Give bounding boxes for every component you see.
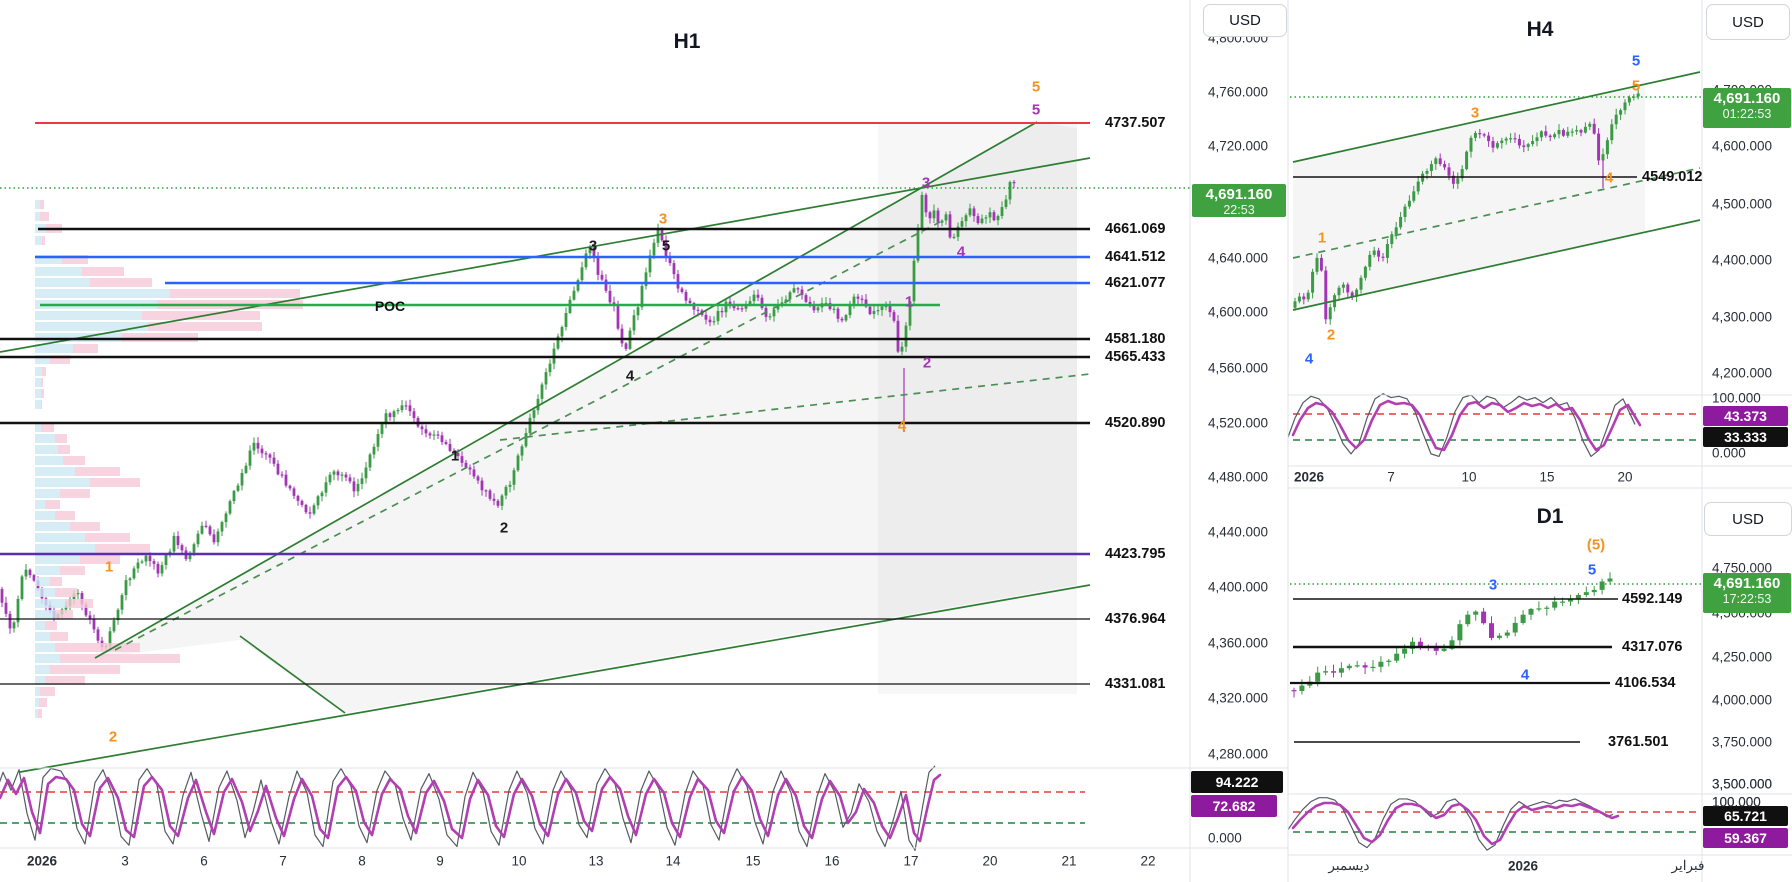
- h4-currency-button[interactable]: USD: [1706, 4, 1790, 40]
- h1-last-price-box: 4,691.160 22:53: [1192, 184, 1286, 217]
- d1-last-price: 4,691.160: [1713, 575, 1781, 592]
- d1-chart-title: D1: [1536, 505, 1564, 528]
- h1-currency-button[interactable]: USD: [1203, 4, 1287, 37]
- h1-chart-title: H1: [673, 30, 701, 53]
- h1-time-scale[interactable]: [0, 848, 1190, 882]
- h1-price-scale[interactable]: [1190, 0, 1288, 882]
- right-price-scale[interactable]: [1702, 0, 1792, 882]
- h1-candle-countdown: 22:53: [1223, 203, 1255, 218]
- d1-candle-countdown: 17:22:53: [1722, 592, 1772, 607]
- d1-time-scale[interactable]: [1288, 855, 1702, 882]
- d1-last-price-box: 4,691.160 17:22:53: [1703, 573, 1791, 613]
- poc-label: POC: [374, 298, 406, 314]
- h4-last-price-box: 4,691.160 01:22:53: [1703, 88, 1791, 128]
- h4-time-scale[interactable]: [1288, 466, 1702, 488]
- h4-chart-title: H4: [1526, 18, 1554, 41]
- h4-last-price: 4,691.160: [1713, 90, 1781, 107]
- h1-last-price: 4,691.160: [1205, 186, 1273, 203]
- h4-candle-countdown: 01:22:53: [1722, 107, 1772, 122]
